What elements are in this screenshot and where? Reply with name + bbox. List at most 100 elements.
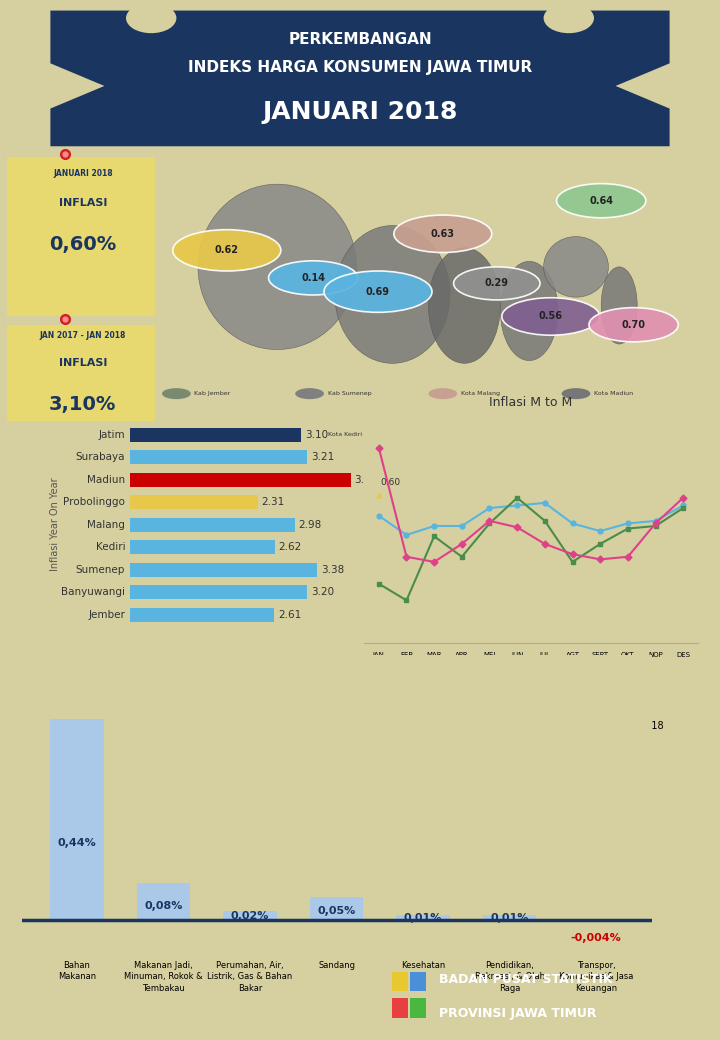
Bar [130, 586, 307, 599]
2017 [374, 442, 383, 454]
Text: 0,05%: 0,05% [318, 906, 356, 916]
Polygon shape [50, 10, 670, 147]
Text: Kab Banyuwangi: Kab Banyuwangi [194, 433, 247, 438]
Text: 3,10%: 3,10% [49, 395, 117, 414]
2015 [402, 528, 411, 541]
Text: 0.64: 0.64 [589, 196, 613, 206]
Ellipse shape [428, 248, 500, 363]
Text: PERKEMBANGAN: PERKEMBANGAN [288, 31, 432, 47]
Bar [50, 719, 104, 919]
Circle shape [454, 267, 540, 300]
Bar [223, 911, 277, 919]
Bar [130, 427, 301, 442]
Text: Banyuwangi: Banyuwangi [61, 588, 125, 597]
Text: JANUARI 2018: JANUARI 2018 [262, 100, 458, 124]
Circle shape [562, 388, 590, 399]
2015 [679, 499, 688, 512]
Circle shape [269, 261, 358, 295]
2017 [679, 492, 688, 504]
Text: 0.56: 0.56 [539, 311, 563, 321]
Text: 0.14: 0.14 [301, 272, 325, 283]
Bar [130, 495, 258, 510]
Text: 0,08%: 0,08% [145, 901, 183, 911]
Text: 0.29: 0.29 [485, 279, 509, 288]
2016 [430, 530, 438, 543]
Circle shape [428, 388, 457, 399]
2016 [679, 501, 688, 514]
Bar [137, 883, 190, 919]
Text: Kota Malang: Kota Malang [461, 391, 500, 396]
Circle shape [324, 271, 432, 312]
Text: 0,01%: 0,01% [404, 913, 442, 922]
Circle shape [589, 308, 678, 342]
FancyBboxPatch shape [392, 998, 408, 1018]
FancyBboxPatch shape [7, 157, 155, 316]
Circle shape [428, 430, 457, 441]
2016 [374, 577, 383, 590]
2017 [651, 517, 660, 529]
Text: 0,01%: 0,01% [490, 913, 528, 922]
Text: Surabaya: Surabaya [76, 452, 125, 462]
FancyBboxPatch shape [7, 324, 155, 433]
2017 [485, 515, 494, 527]
Text: 3.21: 3.21 [311, 452, 335, 462]
Text: 2.31: 2.31 [261, 497, 284, 508]
Bar [130, 450, 307, 464]
Ellipse shape [544, 3, 594, 33]
2015 [457, 520, 466, 532]
Ellipse shape [500, 261, 558, 361]
Circle shape [394, 215, 492, 253]
2015 [374, 510, 383, 522]
Bar [483, 915, 536, 919]
Bar [130, 518, 294, 531]
Line: 2018: 2018 [377, 493, 382, 498]
2016 [513, 492, 521, 504]
Text: Kab Jember: Kab Jember [194, 391, 230, 396]
Circle shape [162, 388, 191, 399]
2015 [596, 525, 605, 538]
Text: 0.60: 0.60 [380, 478, 400, 487]
Text: 0,44%: 0,44% [58, 838, 96, 849]
Text: 0,02%: 0,02% [231, 911, 269, 921]
Text: 0.70: 0.70 [621, 319, 646, 330]
Text: 0.63: 0.63 [431, 229, 455, 239]
Text: Malang: Malang [87, 520, 125, 529]
Title: Inflasi M to M: Inflasi M to M [490, 396, 572, 410]
2016 [402, 594, 411, 606]
Bar [130, 607, 274, 622]
FancyBboxPatch shape [410, 972, 426, 991]
Text: INFLASI: INFLASI [58, 199, 107, 208]
Text: Kota Kediri: Kota Kediri [328, 433, 361, 438]
Text: Kota Probolinggo: Kota Probolinggo [461, 433, 514, 438]
Line: 2016: 2016 [377, 495, 685, 603]
Bar [310, 896, 364, 919]
Ellipse shape [601, 267, 637, 344]
Text: 2.98: 2.98 [299, 520, 322, 529]
Text: Jatim: Jatim [99, 430, 125, 440]
2015 [485, 501, 494, 514]
2017 [513, 521, 521, 534]
Circle shape [295, 430, 324, 441]
FancyBboxPatch shape [392, 972, 408, 991]
2017 [541, 538, 549, 550]
Ellipse shape [198, 184, 356, 349]
Text: Sumenep: Sumenep [76, 565, 125, 575]
Bar [130, 563, 317, 576]
Text: Kota Surabaya: Kota Surabaya [594, 433, 640, 438]
2017 [624, 550, 632, 563]
Circle shape [557, 184, 646, 217]
Circle shape [295, 388, 324, 399]
Text: JANUARI 2018: JANUARI 2018 [53, 168, 112, 178]
Circle shape [502, 297, 600, 335]
Text: -0,004%: -0,004% [571, 933, 621, 943]
Ellipse shape [126, 3, 176, 33]
Text: PROVINSI JAWA TIMUR: PROVINSI JAWA TIMUR [439, 1007, 597, 1020]
Text: 3.10: 3.10 [305, 430, 328, 440]
2016 [624, 522, 632, 535]
Text: Madiun: Madiun [87, 474, 125, 485]
Text: BADAN PUSAT STATISTIK: BADAN PUSAT STATISTIK [439, 973, 613, 986]
2017 [457, 538, 466, 550]
Text: 0.69: 0.69 [366, 287, 390, 296]
Ellipse shape [544, 236, 608, 297]
Text: 3.38: 3.38 [320, 565, 344, 575]
